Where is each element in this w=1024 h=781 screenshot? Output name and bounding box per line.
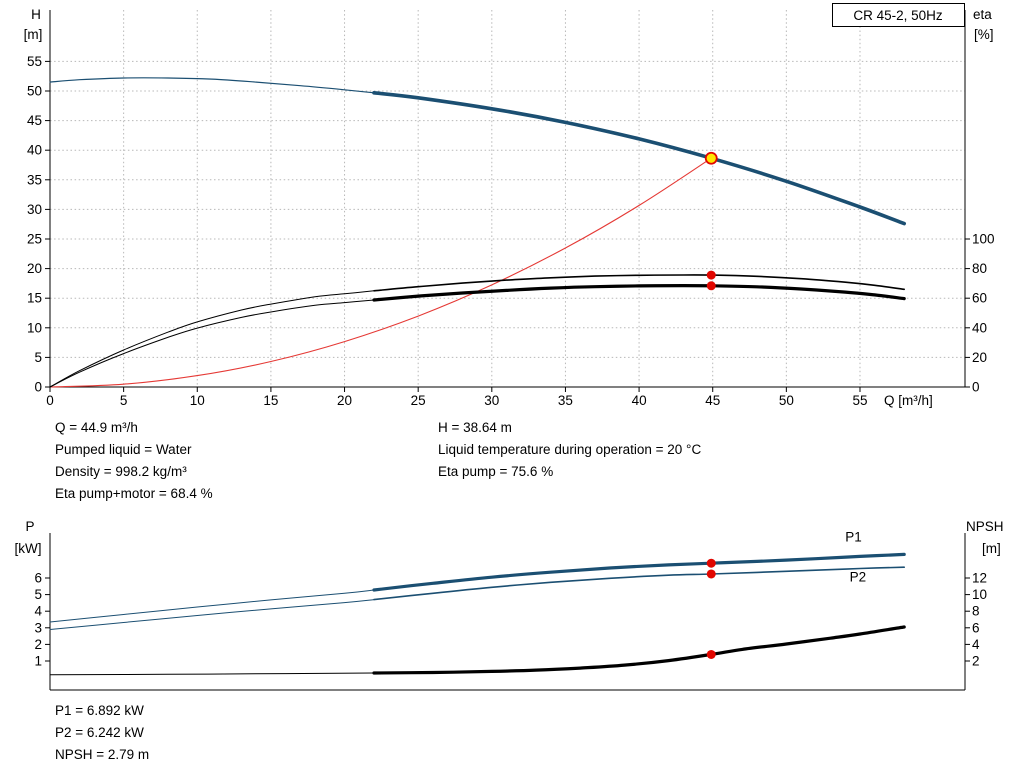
npsh-value: NPSH = 2.79 m — [55, 747, 150, 762]
y-axis-title-right-unit: [m] — [982, 541, 1001, 556]
x-tick-label: 50 — [779, 393, 794, 408]
y-tick-label-right: 0 — [972, 380, 980, 395]
y-tick-label-left: 5 — [34, 350, 42, 365]
y-tick-label-right: 20 — [972, 350, 987, 365]
y-tick-label-right: 6 — [972, 620, 980, 635]
x-tick-label: 45 — [705, 393, 720, 408]
y-tick-label-left: 45 — [27, 113, 42, 128]
y-tick-label-right: 40 — [972, 320, 987, 335]
p2-curve-label: P2 — [850, 570, 867, 585]
eta-pump-motor-curve — [372, 284, 906, 302]
p2-curve — [373, 566, 905, 601]
y-tick-label-left: 1 — [34, 654, 42, 669]
y-tick-label-left: 30 — [27, 202, 42, 217]
x-tick-label: 25 — [411, 393, 426, 408]
x-tick-label: 20 — [337, 393, 352, 408]
y-tick-label-left: 50 — [27, 83, 42, 98]
eta-pump-motor-value: Eta pump+motor = 68.4 % — [55, 486, 213, 501]
y-tick-label-left: 3 — [34, 620, 42, 635]
eta-pump-motor-marker — [706, 281, 716, 291]
y-tick-label-left: 15 — [27, 291, 42, 306]
y-tick-label-left: 2 — [34, 637, 42, 652]
power-npsh-data: P1 = 6.892 kW P2 = 6.242 kW NPSH = 2.79 … — [55, 700, 149, 766]
y-tick-label-right: 8 — [972, 604, 980, 619]
y-axis-title-right-unit: [%] — [974, 27, 994, 42]
y-tick-label-left: 40 — [27, 143, 42, 158]
chart-title-box — [832, 3, 965, 27]
x-tick-label: 35 — [558, 393, 573, 408]
operating-data-left: Q = 44.9 m³/h Pumped liquid = Water Dens… — [55, 417, 213, 505]
duty-point-marker — [704, 151, 718, 165]
p1-marker — [706, 558, 716, 568]
y-tick-label-left: 35 — [27, 172, 42, 187]
head-curve — [372, 91, 906, 226]
y-tick-label-right: 12 — [972, 571, 987, 586]
y-tick-label-right: 4 — [972, 637, 980, 652]
y-tick-label-left: 5 — [34, 587, 42, 602]
x-tick-label: 0 — [46, 393, 54, 408]
operating-data-right: H = 38.64 m Liquid temperature during op… — [438, 417, 701, 483]
x-tick-label: 55 — [852, 393, 867, 408]
npsh-thin-curve — [49, 672, 375, 676]
head-thin-curve — [49, 77, 375, 94]
h-value: H = 38.64 m — [438, 420, 512, 435]
eta-pump-curve — [373, 274, 905, 292]
liquid-temperature: Liquid temperature during operation = 20… — [438, 442, 702, 457]
p1-curve — [372, 552, 906, 592]
head-efficiency-chart: 0 5 10 15 20 25 30 35 40 45 50 55 0 5 10 15 20 25 30 35 40 45… — [24, 3, 995, 408]
density: Density = 998.2 kg/m³ — [55, 464, 187, 479]
y-axis-title-right: NPSH — [966, 519, 1004, 534]
y-tick-label-right: 80 — [972, 261, 987, 276]
y-tick-label-right: 60 — [972, 291, 987, 306]
y-axis-title-left-unit: [m] — [24, 27, 43, 42]
eta-pump-marker — [706, 270, 716, 280]
y-tick-label-left: 20 — [27, 261, 42, 276]
y-axis-title-right: eta — [973, 7, 992, 22]
x-tick-label: 15 — [263, 393, 278, 408]
eta-pump-value: Eta pump = 75.6 % — [438, 464, 554, 479]
p1-thin-curve — [49, 589, 375, 623]
x-tick-label: 5 — [120, 393, 128, 408]
x-tick-label: 40 — [632, 393, 647, 408]
eta-pump-motor-thin-curve — [49, 299, 375, 388]
y-tick-label-left: 6 — [34, 571, 42, 586]
npsh-marker — [706, 649, 716, 659]
x-tick-label: 30 — [484, 393, 499, 408]
p2-value: P2 = 6.242 kW — [55, 725, 144, 740]
y-tick-label-left: 10 — [27, 320, 42, 335]
y-axis-title-left: P — [25, 519, 34, 534]
y-tick-label-left: 0 — [34, 380, 42, 395]
y-axis-title-left-unit: [kW] — [15, 541, 42, 556]
x-axis-title: Q [m³/h] — [884, 393, 933, 408]
x-tick-label: 10 — [190, 393, 205, 408]
system-curve-curve — [49, 157, 712, 388]
y-tick-label-left: 55 — [27, 54, 42, 69]
y-tick-label-right: 100 — [972, 231, 995, 246]
p2-thin-curve — [49, 599, 375, 630]
y-tick-label-left: 25 — [27, 231, 42, 246]
y-axis-title-left: H — [31, 7, 41, 22]
p2-marker — [706, 569, 716, 579]
eta-pump-thin-curve — [49, 290, 375, 388]
y-tick-label-right: 2 — [972, 654, 980, 669]
y-tick-label-right: 10 — [972, 587, 987, 602]
q-value: Q = 44.9 m³/h — [55, 420, 138, 435]
npsh-curve — [372, 625, 906, 675]
y-tick-label-left: 4 — [34, 604, 42, 619]
p1-value: P1 = 6.892 kW — [55, 703, 144, 718]
chart-title: CR 45-2, 50Hz — [853, 8, 943, 23]
p1-curve-label: P1 — [845, 529, 862, 544]
pumped-liquid: Pumped liquid = Water — [55, 442, 192, 457]
